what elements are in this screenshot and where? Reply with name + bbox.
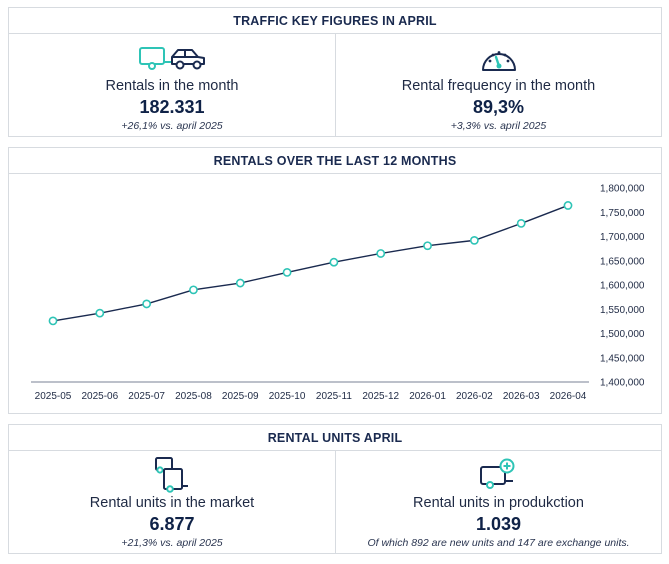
data-point [189,285,198,295]
data-point [423,241,432,251]
units-in-production-note: Of which 892 are new units and 147 are e… [367,537,630,549]
x-tick-label: 2026-04 [550,391,587,402]
y-tick-label: 1,550,000 [600,305,645,316]
x-tick-label: 2026-02 [456,391,493,402]
rentals-line-chart: 1,800,000 1,750,000 1,700,000 1,650,000 1,60… [31,184,645,402]
series-line [52,204,569,322]
x-tick-label: 2025-05 [35,391,72,402]
units-panel-title: RENTAL UNITS APRIL [9,425,661,451]
rentals-chart-panel: RENTALS OVER THE LAST 12 MONTHS 1,800,00… [8,147,662,414]
x-tick-label: 2025-07 [128,391,165,402]
trailer-add-icon [336,457,661,493]
x-tick-label: 2025-11 [316,391,352,402]
x-tick-label: 2026-01 [409,391,446,402]
rental-frequency-card: Rental frequency in the month 89,3% +3,3… [336,34,661,136]
x-tick-label: 2025-08 [175,391,212,402]
units-in-market-change: +21,3% vs. april 2025 [121,537,223,549]
x-tick-label: 2026-03 [503,391,540,402]
y-tick-label: 1,500,000 [600,329,645,340]
data-point [329,257,339,267]
y-tick-label: 1,450,000 [600,353,645,364]
rental-frequency-label: Rental frequency in the month [401,78,596,94]
rentals-in-month-change: +26,1% vs. april 2025 [121,120,223,132]
x-tick-label: 2025-06 [81,391,118,402]
y-tick-label: 1,400,000 [600,378,645,389]
trailers-icon [9,455,335,495]
x-tick-label: 2025-10 [269,391,306,402]
data-point [48,316,58,326]
data-point [282,267,292,277]
data-point [563,201,573,210]
y-tick-label: 1,650,000 [600,256,645,267]
units-in-market-card: Rental units in the market 6.877 +21,3% … [9,451,336,553]
y-tick-label: 1,750,000 [600,208,645,219]
rental-frequency-value: 89,3% [472,97,525,117]
traffic-panel-title: TRAFFIC KEY FIGURES IN APRIL [9,8,661,34]
units-in-production-card: Rental units in produkction 1.039 Of whi… [336,451,661,553]
chart-panel-title: RENTALS OVER THE LAST 12 MONTHS [9,148,661,174]
trailer-car-icon [9,44,335,72]
units-in-production-label: Rental units in produkction [413,495,584,511]
units-in-market-value: 6.877 [149,514,195,534]
units-in-production-value: 1.039 [475,514,522,534]
y-tick-label: 1,800,000 [600,184,645,195]
y-tick-label: 1,600,000 [600,281,645,292]
units-in-market-label: Rental units in the market [89,495,255,511]
rentals-in-month-card: Rentals in the month 182.331 +26,1% vs. … [9,34,336,136]
traffic-key-figures-panel: TRAFFIC KEY FIGURES IN APRIL Rentals in … [8,7,662,137]
data-point [235,278,245,288]
x-tick-label: 2025-12 [362,391,399,402]
data-point [376,249,386,258]
rental-units-panel: RENTAL UNITS APRIL Rental units in the m… [8,424,662,554]
rental-frequency-change: +3,3% vs. april 2025 [450,120,547,132]
x-tick-label: 2025-09 [222,391,259,402]
rentals-in-month-label: Rentals in the month [105,78,239,94]
rentals-in-month-value: 182.331 [139,97,205,117]
data-point [516,219,526,228]
speedometer-icon [336,44,661,74]
data-point [142,299,152,309]
y-tick-label: 1,700,000 [600,232,645,243]
data-point [469,235,479,245]
data-point [95,308,105,318]
